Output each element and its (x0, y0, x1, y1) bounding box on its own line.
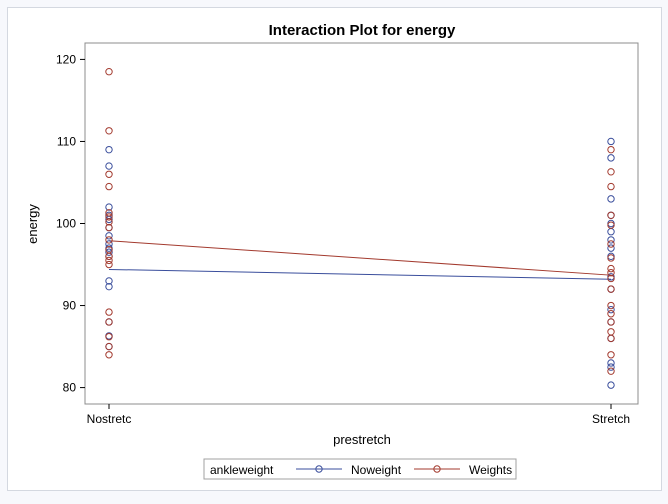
data-point-weights (607, 240, 615, 248)
data-point-weights (105, 68, 113, 76)
data-point-noweight (105, 162, 113, 170)
data-point-weights (607, 254, 615, 262)
legend-title: ankleweight (210, 463, 274, 477)
y-tick-label: 100 (56, 217, 76, 231)
data-point-noweight (607, 359, 615, 367)
data-point-weights (105, 260, 113, 269)
legend-label-noweight: Noweight (351, 463, 402, 477)
data-point-noweight (607, 244, 615, 252)
data-point-weights (607, 269, 615, 277)
data-point-weights (105, 218, 113, 226)
y-axis: 80 90 100 110 120 (56, 52, 85, 395)
data-point-weights (105, 333, 113, 341)
data-point-noweight (105, 277, 113, 285)
data-point-weights (607, 145, 615, 154)
data-point-weights (607, 351, 615, 359)
data-point-noweight (105, 232, 113, 240)
data-point-noweight (607, 154, 615, 162)
data-point-weights (105, 236, 113, 244)
series-layer (105, 68, 615, 389)
data-point-weights (607, 310, 615, 318)
chart-title: Interaction Plot for energy (269, 22, 456, 39)
data-point-weights (105, 256, 113, 265)
data-point-weights (105, 209, 113, 217)
legend-marker-weights (433, 465, 441, 473)
y-tick-label: 80 (63, 381, 77, 395)
x-tick-label: Nostretc (87, 412, 132, 426)
data-point-weights (607, 182, 615, 191)
data-point-noweight (105, 282, 113, 291)
x-axis: Nostretc Stretch (87, 404, 630, 426)
data-point-weights (607, 301, 615, 310)
data-point-weights (607, 334, 615, 343)
data-point-noweight (607, 236, 615, 244)
y-tick-label: 110 (57, 134, 76, 148)
data-point-weights (607, 221, 615, 229)
x-axis-label: prestretch (333, 432, 391, 447)
y-axis-label: energy (25, 204, 40, 244)
data-point-noweight (607, 195, 615, 203)
data-point-weights (105, 308, 113, 316)
data-point-noweight (105, 145, 113, 154)
x-tick-label: Stretch (592, 412, 630, 426)
data-point-noweight (607, 137, 615, 146)
data-point-weights (105, 170, 113, 178)
data-point-weights (105, 223, 113, 232)
y-tick-label: 120 (56, 52, 76, 66)
y-tick-label: 90 (63, 299, 77, 313)
data-point-weights (105, 252, 113, 261)
data-point-weights (105, 342, 113, 351)
mean-line-noweight (108, 268, 612, 280)
data-point-noweight (105, 203, 113, 211)
data-point-weights (607, 168, 615, 176)
data-point-weights (105, 318, 113, 326)
data-point-noweight (607, 363, 615, 371)
legend-box (203, 458, 517, 480)
data-point-weights (105, 351, 113, 359)
data-point-weights (607, 211, 615, 219)
data-point-noweight (105, 248, 113, 256)
legend-marker-noweight (315, 465, 323, 473)
data-point-noweight (105, 240, 113, 248)
data-point-weights (607, 264, 615, 273)
data-point-weights (607, 318, 615, 326)
data-point-noweight (607, 305, 615, 314)
plot-area (84, 42, 639, 405)
data-point-weights (105, 182, 113, 191)
mean-line-weights (108, 240, 612, 276)
data-point-weights (607, 367, 615, 375)
legend-label-weights: Weights (469, 463, 512, 477)
data-point-weights (105, 213, 113, 221)
data-point-weights (607, 285, 615, 293)
data-point-weights (607, 274, 615, 283)
data-point-noweight (607, 381, 615, 389)
legend: ankleweight Noweight Weights (203, 458, 517, 480)
data-point-weights (105, 127, 113, 135)
